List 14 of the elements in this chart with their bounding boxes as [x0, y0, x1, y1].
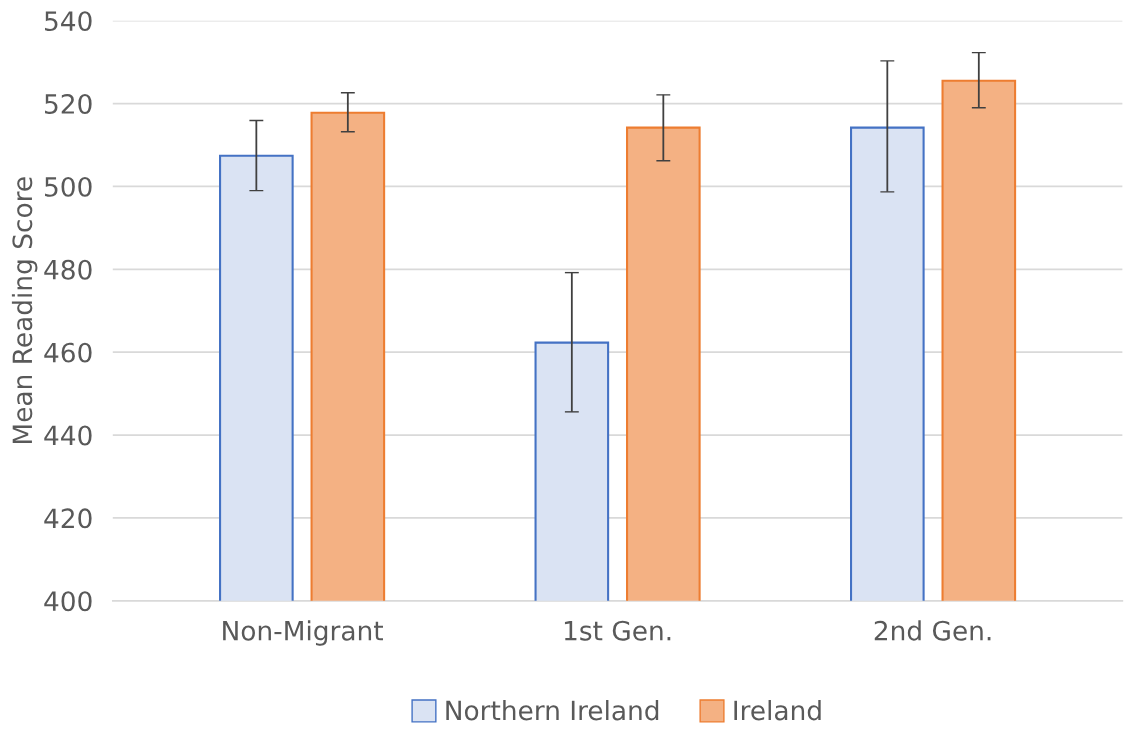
x-tick-label: 2nd Gen.: [874, 620, 991, 641]
y-tick-label: 540: [45, 11, 92, 32]
legend-label: Northern Ireland: [446, 699, 659, 721]
y-tick-label: 440: [44, 425, 92, 446]
x-tick-label: Non-Migrant: [223, 620, 383, 646]
y-tick-label: 460: [44, 342, 92, 363]
y-tick-label: 500: [45, 176, 92, 197]
y-tick-label: 480: [44, 259, 92, 280]
y-tick-label: 420: [44, 508, 92, 529]
y-tick-label: 400: [44, 591, 92, 612]
legend-label: Ireland: [734, 699, 821, 721]
y-tick-label: 520: [45, 94, 92, 114]
y-axis-title: Mean Reading Score: [11, 177, 38, 444]
x-tick-label: 1st Gen.: [564, 620, 671, 641]
